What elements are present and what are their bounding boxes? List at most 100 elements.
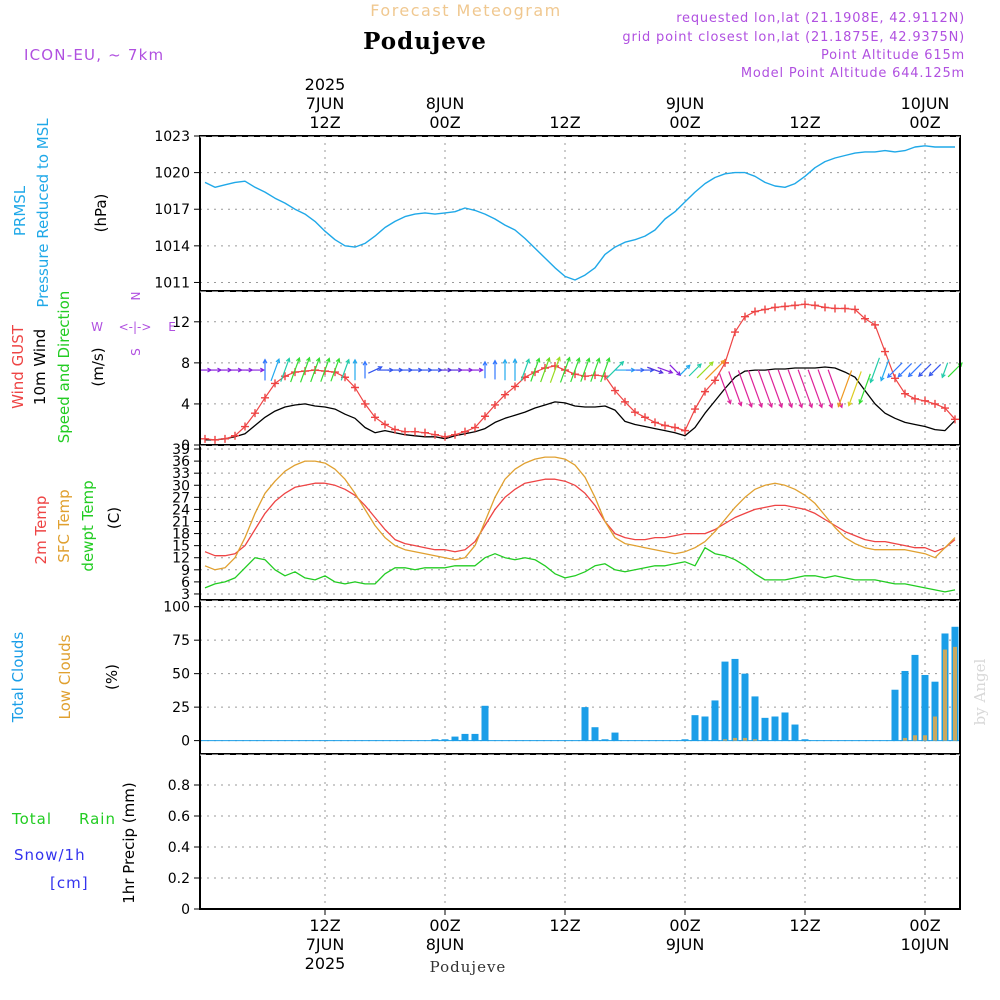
panel-frame	[199, 444, 961, 601]
gust-marker	[731, 328, 739, 337]
pressure-labels: PRMSL Pressure Reduced to MSL (hPa)	[11, 118, 110, 308]
low-cloud-bar	[913, 735, 917, 741]
gust-marker	[591, 371, 599, 380]
watermark: by Angel	[971, 658, 989, 725]
wind-labels: Wind GUST 10m Wind Speed and Direction (…	[9, 291, 176, 444]
top-time-label: 10JUN	[901, 94, 950, 113]
panel-frame	[199, 599, 961, 755]
t2m-label: 2m Temp	[32, 496, 50, 565]
gust-marker	[361, 399, 369, 408]
wind-arrow	[352, 358, 358, 381]
gust-marker	[691, 405, 699, 414]
gust-marker	[711, 376, 719, 385]
wind-arrow	[886, 362, 903, 379]
gust-marker	[211, 435, 219, 444]
total-cloud-bar	[751, 696, 759, 741]
wind-arrow	[897, 362, 913, 378]
wind-compass: N S W E <-|->	[91, 292, 176, 356]
gust-marker	[641, 413, 649, 422]
total-cloud-bar	[691, 715, 699, 741]
gust-marker	[471, 423, 479, 432]
panel-frame	[199, 753, 961, 910]
panel-frame	[199, 290, 961, 446]
wind-unit: (m/s)	[89, 347, 107, 386]
total-cloud-bar	[801, 739, 809, 741]
clouds-unit: (%)	[103, 664, 121, 690]
compass-w: W	[91, 320, 103, 334]
panel-frame	[199, 135, 961, 292]
y-tick-label: 6	[181, 575, 190, 591]
total-cloud-bar	[601, 739, 609, 741]
y-tick-label: 0.8	[168, 778, 190, 794]
total-cloud-bar	[701, 716, 709, 741]
y-tick-label: 4	[181, 397, 190, 413]
gust-marker	[231, 431, 239, 440]
compass-center: <-|->	[119, 320, 152, 334]
gust-label: Wind GUST	[9, 324, 27, 409]
y-tick-label: 75	[172, 633, 190, 649]
gust-marker	[831, 304, 839, 313]
y-tick-label: 0	[181, 734, 190, 750]
wind-arrow	[467, 367, 484, 373]
compass-e: E	[168, 320, 176, 334]
wind-arrow	[290, 356, 301, 383]
gust-marker	[441, 432, 449, 441]
bottom-time-label: 7JUN	[306, 935, 345, 954]
bottom-time-label: 9JUN	[666, 935, 705, 954]
bottom-time-label: 12Z	[309, 916, 340, 935]
y-tick-label: 3	[181, 587, 190, 603]
wind-arrow	[330, 357, 341, 382]
wind-arrow	[757, 369, 773, 409]
dew-label: dewpt Temp	[79, 480, 97, 571]
temp-unit: (C)	[105, 507, 123, 529]
total-clouds-label: Total Clouds	[9, 632, 27, 724]
wind-arrow	[482, 360, 488, 379]
gust-marker	[921, 396, 929, 405]
gust-marker	[221, 434, 229, 443]
pressure-label-2: Pressure Reduced to MSL	[34, 118, 52, 308]
low-cloud-bar	[953, 646, 957, 741]
wind-arrow	[280, 357, 291, 382]
sfc-label: SFC Temp	[55, 489, 73, 562]
gust-marker	[431, 430, 439, 439]
gust-marker	[611, 386, 619, 395]
y-tick-label: 15	[172, 539, 190, 555]
wind-arrow	[869, 357, 881, 384]
super-title: Forecast Meteogram	[370, 1, 561, 20]
snow-unit: [cm]	[50, 874, 89, 892]
wind-arrow	[688, 363, 702, 377]
gridlines	[200, 136, 960, 909]
pressure-label-1: PRMSL	[11, 185, 29, 236]
y-tick-label: 1020	[154, 166, 190, 182]
y-tick-label: 0.6	[168, 809, 190, 825]
wind-arrow	[262, 358, 268, 381]
gust-marker	[871, 320, 879, 329]
wind-arrow	[787, 369, 804, 409]
y-tick-label: 9	[181, 563, 190, 579]
low-cloud-bar	[923, 735, 927, 741]
snow-label: Snow/1h	[14, 846, 86, 864]
total-cloud-bar	[721, 661, 729, 741]
bottom-time-label: 2025	[305, 954, 346, 973]
total-cloud-bar	[451, 736, 459, 741]
wind-arrow	[718, 373, 732, 405]
low-cloud-bar	[943, 649, 947, 741]
y-tick-label: 36	[172, 454, 190, 470]
low-cloud-bar	[933, 716, 937, 741]
top-time-label: 00Z	[429, 113, 460, 132]
pressure-unit: (hPa)	[92, 194, 110, 233]
wind-arrow	[559, 356, 571, 383]
low-clouds-label: Low Clouds	[56, 634, 74, 719]
gust-marker	[241, 422, 249, 431]
wind-arrow	[928, 363, 942, 377]
wind-arrow	[817, 369, 834, 409]
series-prmsl	[204, 145, 955, 281]
bottom-time-label: 12Z	[549, 916, 580, 935]
gust-marker	[491, 400, 499, 409]
gust-marker	[881, 347, 889, 356]
gust-marker	[911, 394, 919, 403]
gust-marker	[771, 303, 779, 312]
wind-arrow	[704, 359, 726, 381]
gust-marker	[651, 418, 659, 427]
